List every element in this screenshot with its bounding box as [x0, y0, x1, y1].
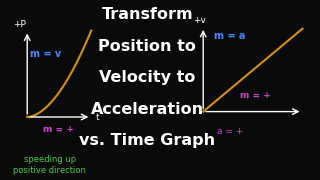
Text: m = v: m = v: [30, 49, 62, 59]
Text: m = a: m = a: [214, 31, 246, 41]
Text: +P: +P: [13, 20, 26, 29]
Text: Transform: Transform: [101, 7, 193, 22]
Text: m = +: m = +: [240, 91, 271, 100]
Text: m = +: m = +: [43, 125, 74, 134]
Text: Velocity to: Velocity to: [99, 70, 196, 85]
Text: positive direction: positive direction: [13, 166, 86, 175]
Text: +v: +v: [194, 16, 206, 25]
Text: vs. Time Graph: vs. Time Graph: [79, 133, 215, 148]
Text: speeding up: speeding up: [24, 155, 76, 164]
Text: Acceleration: Acceleration: [91, 102, 204, 117]
Text: a = +: a = +: [217, 127, 244, 136]
Text: t: t: [96, 112, 100, 122]
Text: Position to: Position to: [98, 39, 196, 54]
